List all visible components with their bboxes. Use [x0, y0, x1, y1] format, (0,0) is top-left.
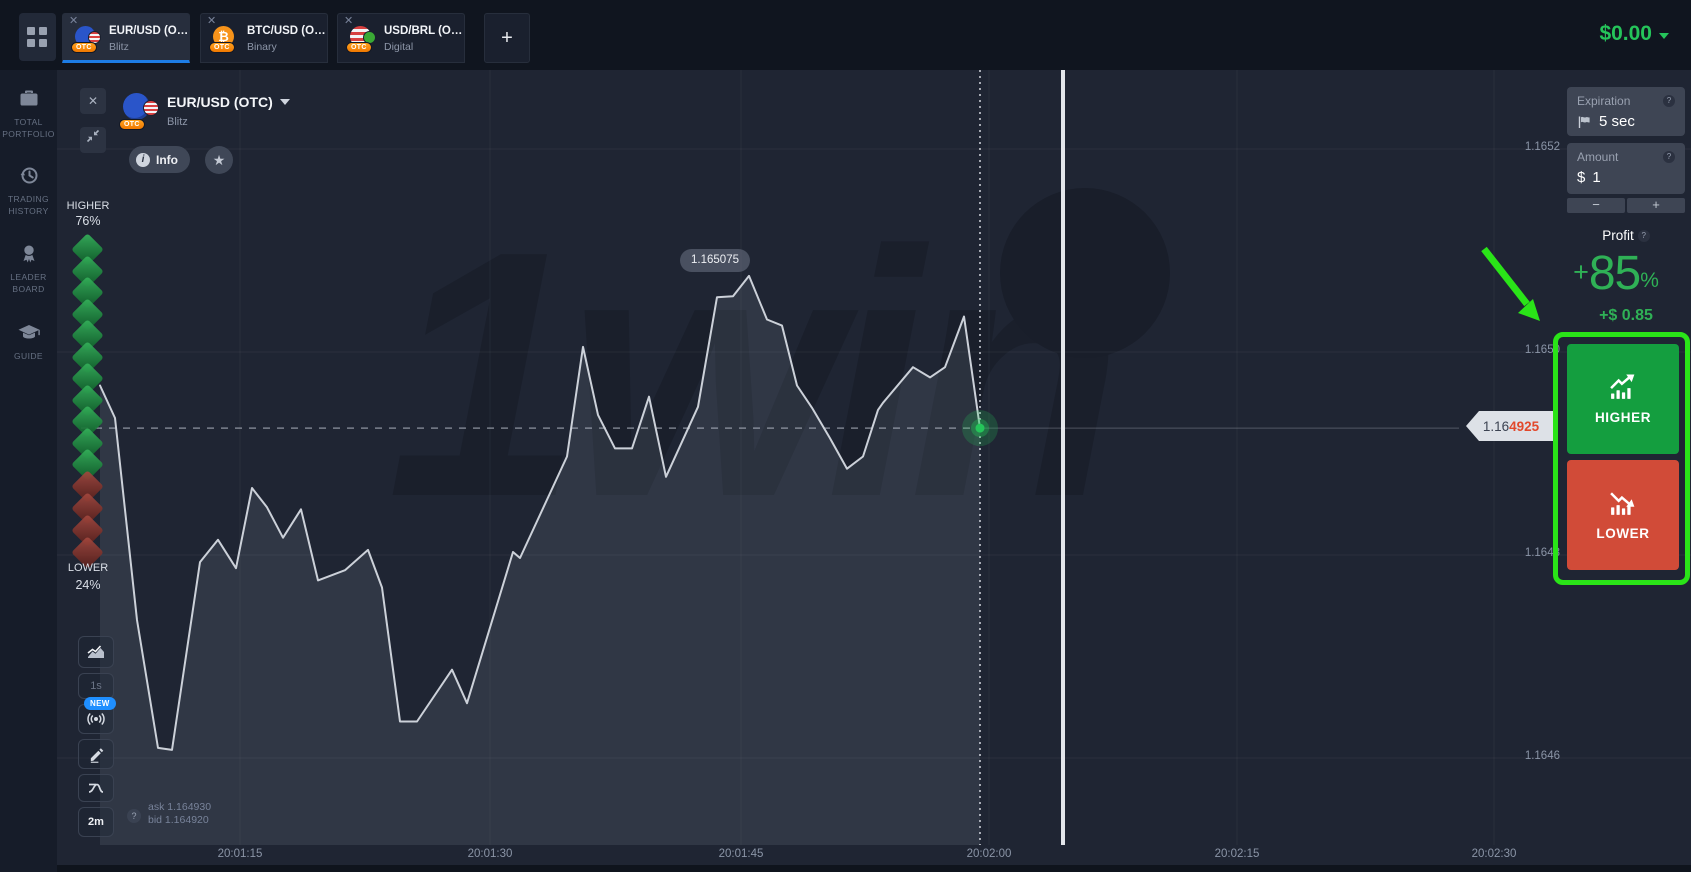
- eur-usd-pair-icon: OTC: [119, 93, 159, 130]
- pencil-icon: [90, 747, 103, 763]
- sidebar-item-guide[interactable]: GUIDE: [0, 320, 57, 362]
- indicator-wave-icon: [88, 783, 104, 793]
- close-chart-button[interactable]: ✕: [80, 88, 106, 114]
- apps-grid-icon: [27, 27, 35, 35]
- collapse-chart-button[interactable]: [80, 127, 106, 153]
- btc-usd-pair-icon: ₿ OTC: [209, 26, 239, 53]
- broadcast-icon: [87, 712, 105, 726]
- indicators-button[interactable]: [78, 774, 114, 802]
- eur-usd-pair-icon: OTC: [71, 26, 101, 53]
- asset-name: EUR/USD (OTC): [167, 94, 273, 110]
- trend-down-icon: [1610, 491, 1635, 515]
- lower-button[interactable]: LOWER: [1567, 460, 1679, 570]
- area-chart-icon: [87, 645, 104, 658]
- tab-symbol: EUR/USD (O…: [109, 25, 189, 37]
- help-icon[interactable]: ?: [127, 809, 141, 823]
- medal-icon: [22, 244, 35, 263]
- sentiment-lower-pct: 24%: [75, 578, 101, 592]
- increase-amount-button[interactable]: +: [1627, 198, 1685, 213]
- profit-label-row: Profit?: [1567, 228, 1685, 243]
- info-button[interactable]: i Info: [129, 146, 190, 173]
- tab-symbol: BTC/USD (O…: [247, 25, 326, 37]
- collapse-icon: [86, 129, 100, 143]
- sidebar-item-total-portfolio[interactable]: TOTAL PORTFOLIO: [0, 86, 57, 141]
- tab-usd-brl[interactable]: ✕ OTC USD/BRL (O… Digital: [337, 13, 465, 63]
- new-badge: NEW: [84, 697, 116, 710]
- amount-field[interactable]: Amount ? $ 1: [1567, 143, 1685, 194]
- price-axis-label: 1.1646: [1524, 750, 1560, 762]
- time-axis-label: 20:01:45: [718, 848, 764, 860]
- add-tab-button[interactable]: +: [484, 13, 530, 63]
- chevron-down-icon: [1659, 32, 1669, 39]
- help-icon[interactable]: ?: [1663, 151, 1675, 163]
- sentiment-lower-label: LOWER: [67, 562, 109, 574]
- axis-bottom-strip: [57, 865, 1691, 872]
- sentiment-higher-label: HIGHER: [66, 200, 110, 212]
- expiration-value: 5 sec: [1599, 113, 1635, 130]
- current-price-tag: 1.16 4925: [1466, 411, 1556, 441]
- balance-dropdown[interactable]: $0.00: [1599, 22, 1669, 46]
- tab-btc-usd[interactable]: ✕ ₿ OTC BTC/USD (O… Binary: [200, 13, 328, 63]
- help-icon[interactable]: ?: [1637, 230, 1650, 242]
- apps-grid-button[interactable]: [19, 13, 56, 61]
- left-sidebar: TOTAL PORTFOLIO TRADING HISTORY LEADER B…: [0, 70, 57, 872]
- price-chart[interactable]: [57, 70, 1691, 872]
- balance-value: $0.00: [1599, 22, 1652, 45]
- profit-percent: +85%: [1573, 247, 1659, 300]
- bid-value: bid 1.164920: [148, 814, 209, 827]
- price-axis-label: 1.1652: [1524, 141, 1560, 153]
- tab-eur-usd[interactable]: ✕ OTC EUR/USD (O… Blitz: [62, 13, 190, 63]
- higher-button[interactable]: HIGHER: [1567, 344, 1679, 454]
- favorite-star-button[interactable]: ★: [205, 146, 233, 174]
- sidebar-item-trading-history[interactable]: TRADING HISTORY: [0, 163, 57, 218]
- sentiment-higher-pct: 76%: [75, 214, 101, 228]
- info-icon: i: [136, 152, 150, 167]
- currency-symbol: $: [1577, 169, 1586, 186]
- graduation-cap-icon: [18, 325, 40, 339]
- tab-type: Blitz: [109, 41, 129, 53]
- history-icon: [20, 167, 37, 184]
- background-blob: [1000, 188, 1170, 358]
- decrease-amount-button[interactable]: −: [1567, 198, 1625, 213]
- close-tab-icon[interactable]: ✕: [344, 15, 354, 27]
- help-icon[interactable]: ?: [1663, 95, 1675, 107]
- trend-up-icon: [1610, 374, 1635, 399]
- top-bar: ✕ OTC EUR/USD (O… Blitz ✕ ₿ OTC BTC/USD …: [0, 0, 1691, 70]
- interval-1s-button[interactable]: 1s: [78, 673, 114, 699]
- amount-value: 1: [1592, 169, 1601, 186]
- price-axis-label: 1.1648: [1524, 547, 1560, 559]
- time-axis-label: 20:02:15: [1214, 848, 1260, 860]
- price-tooltip: 1.165075: [680, 249, 750, 272]
- sidebar-item-leader-board[interactable]: LEADER BOARD: [0, 241, 57, 296]
- profit-amount: +$ 0.85: [1599, 307, 1653, 324]
- expiration-selector[interactable]: Expiration ? 5 sec: [1567, 87, 1685, 136]
- time-axis-label: 20:01:30: [467, 848, 513, 860]
- tab-type: Binary: [247, 41, 277, 53]
- price-axis-label: 1.1650: [1524, 344, 1560, 356]
- briefcase-icon: [20, 90, 37, 106]
- asset-selector[interactable]: EUR/USD (OTC): [167, 94, 290, 110]
- ask-bid-quote: ? ask 1.164930 bid 1.164920: [127, 801, 211, 827]
- tab-type: Digital: [384, 41, 414, 53]
- time-axis-label: 20:02:30: [1471, 848, 1517, 860]
- time-axis-label: 20:02:00: [966, 848, 1012, 860]
- amount-stepper: − +: [1567, 198, 1685, 213]
- drawing-tools-button[interactable]: [78, 739, 114, 769]
- tab-symbol: USD/BRL (O…: [384, 25, 463, 37]
- flag-icon: [1578, 116, 1590, 128]
- usd-brl-pair-icon: OTC: [346, 26, 376, 53]
- time-axis-label: 20:01:15: [217, 848, 263, 860]
- chart-type-button[interactable]: [78, 636, 114, 668]
- interval-2m-button[interactable]: 2m: [78, 807, 114, 837]
- close-tab-icon[interactable]: ✕: [69, 15, 79, 27]
- asset-type-label: Blitz: [167, 116, 188, 128]
- ask-value: ask 1.164930: [148, 801, 212, 813]
- chevron-down-icon: [279, 99, 290, 105]
- chart-area: 1win ✕ OTC EUR/USD (OTC) Blitz i Info ★ …: [57, 70, 1691, 872]
- close-tab-icon[interactable]: ✕: [207, 15, 217, 27]
